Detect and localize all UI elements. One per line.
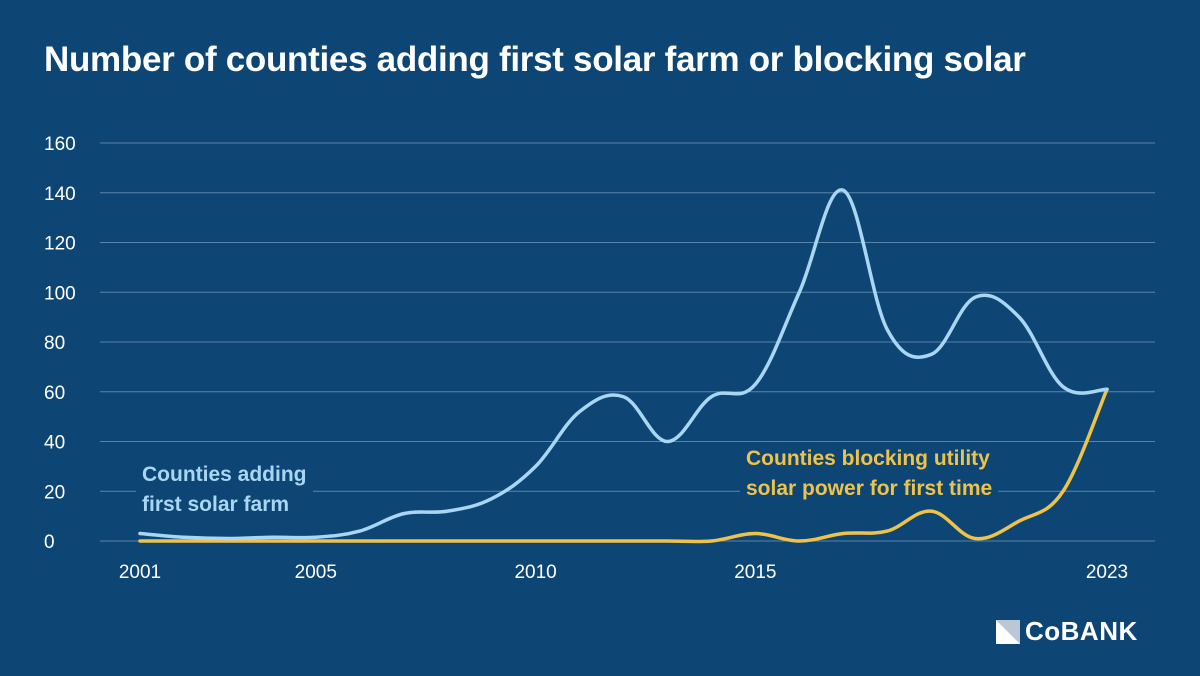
x-tick-label: 2001 [119,562,161,583]
cobank-logo-mark-icon [996,619,1020,644]
x-tick-label: 2010 [514,562,556,583]
series-line [138,387,1109,544]
series-label-solar-farm: Counties adding first solar farm [136,460,313,520]
y-tick-label: 120 [44,234,76,255]
y-tick-label: 20 [44,482,65,503]
y-tick-label: 80 [44,333,65,354]
annotation-line: Counties blocking utility [746,447,990,470]
cobank-logo-text: CoBANK [1025,616,1138,646]
annotation-line: Counties adding [142,463,307,486]
y-tick-label: 160 [44,134,76,155]
annotation-line: solar power for first time [746,477,993,500]
x-tick-label: 2023 [1086,562,1128,583]
y-tick-label: 100 [44,283,76,304]
y-tick-label: 40 [44,433,65,454]
chart-title: Number of counties adding first solar fa… [44,40,1026,79]
annotation-line: first solar farm [142,493,290,516]
cobank-logo: CoBANK [996,616,1138,647]
x-tick-label: 2015 [734,562,776,583]
y-tick-label: 60 [44,383,65,404]
y-tick-label: 0 [44,532,55,553]
y-tick-label: 140 [44,184,76,205]
series-line [138,188,1109,541]
x-tick-label: 2005 [295,562,337,583]
series-label-blocking: Counties blocking utility solar power fo… [740,444,999,504]
